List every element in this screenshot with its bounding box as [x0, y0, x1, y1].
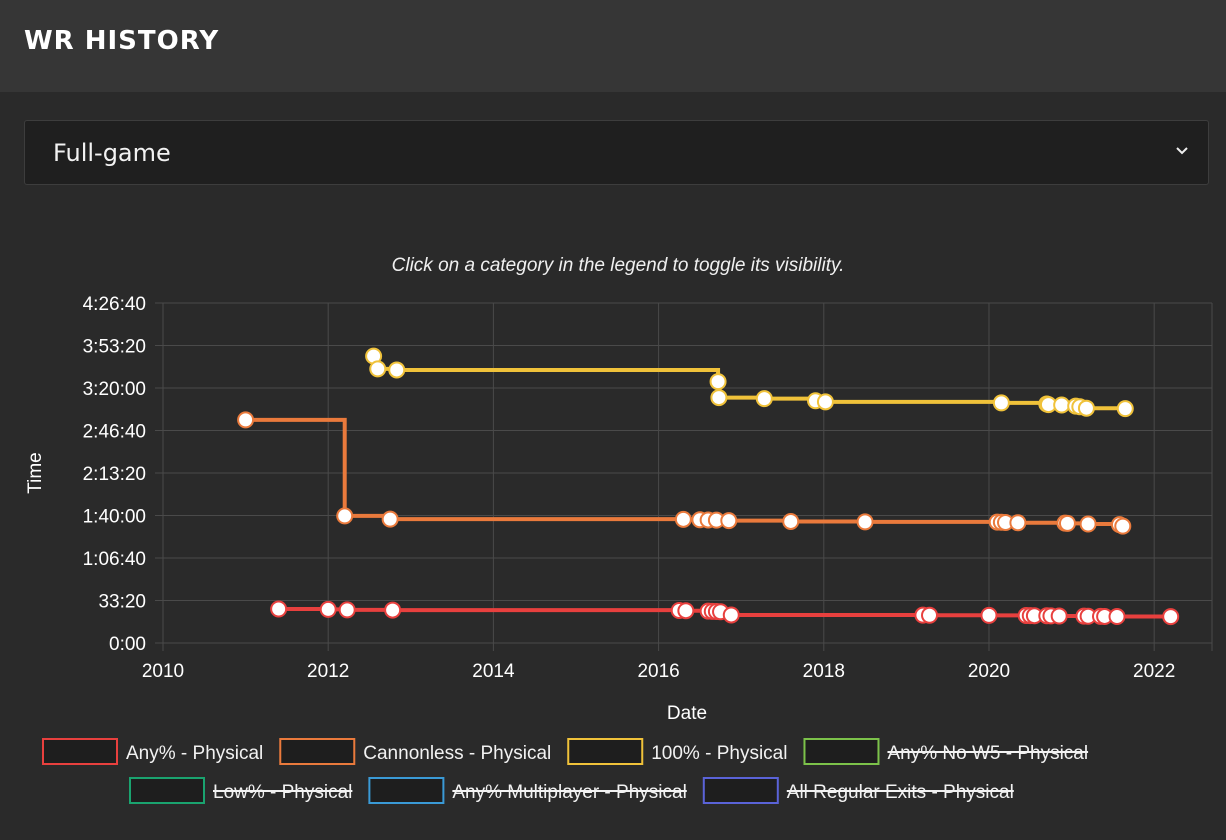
legend-item[interactable]: All Regular Exits - Physical — [702, 777, 1014, 804]
data-point[interactable] — [856, 513, 874, 531]
series-any-physical — [270, 600, 1180, 626]
legend-label: 100% - Physical — [651, 743, 787, 764]
y-tick-label: 33:20 — [98, 592, 146, 613]
data-point[interactable] — [720, 512, 738, 530]
data-point[interactable] — [369, 360, 387, 378]
data-point[interactable] — [1058, 514, 1076, 532]
data-point[interactable] — [674, 510, 692, 528]
legend-swatch — [368, 777, 445, 804]
x-axis-label: Date — [667, 703, 707, 724]
data-point[interactable] — [319, 600, 337, 618]
data-point[interactable] — [1114, 517, 1132, 535]
chevron-down-icon — [1176, 147, 1188, 155]
data-point[interactable] — [381, 510, 399, 528]
legend-swatch — [279, 738, 356, 765]
data-point[interactable] — [237, 411, 255, 429]
legend-item[interactable]: Any% - Physical — [42, 738, 263, 765]
legend-label: Any% Multiplayer - Physical — [452, 782, 686, 803]
legend-label: Any% No W5 - Physical — [887, 743, 1088, 764]
data-point[interactable] — [921, 606, 939, 624]
category-select-value: Full-game — [53, 139, 171, 167]
chart-subtitle: Click on a category in the legend to tog… — [392, 255, 845, 276]
x-tick-label: 2014 — [472, 661, 515, 682]
series-cannonless-physical — [237, 411, 1132, 535]
data-point[interactable] — [992, 394, 1010, 412]
series-100-physical — [365, 347, 1134, 418]
data-point[interactable] — [1162, 608, 1180, 626]
x-tick-label: 2018 — [803, 661, 845, 682]
data-point[interactable] — [1077, 399, 1095, 417]
data-point[interactable] — [980, 606, 998, 624]
legend-label: Low% - Physical — [213, 782, 352, 803]
data-point[interactable] — [1079, 515, 1097, 533]
y-tick-label: 4:26:40 — [83, 294, 146, 315]
legend-label: All Regular Exits - Physical — [787, 782, 1014, 803]
data-point[interactable] — [722, 606, 740, 624]
y-tick-label: 1:40:00 — [83, 507, 146, 528]
legend-swatch — [702, 777, 779, 804]
legend-swatch — [129, 777, 205, 804]
data-point[interactable] — [1116, 400, 1134, 418]
data-point[interactable] — [388, 361, 406, 379]
data-point[interactable] — [677, 602, 695, 620]
legend-label: Any% - Physical — [126, 743, 263, 764]
x-tick-label: 2012 — [307, 661, 349, 682]
y-tick-label: 2:13:20 — [83, 464, 146, 485]
legend-item[interactable]: Low% - Physical — [129, 777, 352, 804]
legend-swatch — [42, 738, 118, 765]
category-select[interactable]: Full-game — [24, 120, 1209, 185]
x-tick-label: 2016 — [637, 661, 679, 682]
data-point[interactable] — [384, 601, 402, 619]
legend-swatch — [803, 738, 880, 765]
data-point[interactable] — [816, 393, 834, 411]
legend-item[interactable]: Any% No W5 - Physical — [803, 738, 1088, 765]
page-header: WR HISTORY — [0, 0, 1226, 92]
data-point[interactable] — [755, 390, 773, 408]
data-point[interactable] — [338, 601, 356, 619]
legend-item[interactable]: 100% - Physical — [567, 738, 787, 765]
y-tick-label: 3:20:00 — [83, 379, 146, 400]
data-point[interactable] — [336, 507, 354, 525]
legend-item[interactable]: Any% Multiplayer - Physical — [368, 777, 687, 804]
series-line — [373, 354, 1128, 411]
data-point[interactable] — [782, 512, 800, 530]
legend-label: Cannonless - Physical — [363, 743, 551, 764]
y-axis-label: Time — [25, 452, 46, 494]
page-title: WR HISTORY — [24, 26, 220, 56]
x-tick-label: 2022 — [1133, 661, 1175, 682]
legend-swatch — [567, 738, 644, 765]
legend-item[interactable]: Cannonless - Physical — [279, 738, 551, 765]
y-tick-label: 2:46:40 — [83, 422, 146, 443]
y-tick-label: 0:00 — [109, 634, 146, 655]
data-point[interactable] — [270, 600, 288, 618]
data-point[interactable] — [1050, 607, 1068, 625]
data-point[interactable] — [710, 389, 728, 407]
x-tick-label: 2010 — [142, 661, 184, 682]
x-tick-label: 2020 — [968, 661, 1010, 682]
y-tick-label: 1:06:40 — [83, 549, 146, 570]
data-point[interactable] — [1009, 514, 1027, 532]
data-point[interactable] — [1053, 396, 1071, 414]
data-point[interactable] — [709, 373, 727, 391]
data-point[interactable] — [1108, 608, 1126, 626]
y-tick-label: 3:53:20 — [83, 337, 146, 358]
